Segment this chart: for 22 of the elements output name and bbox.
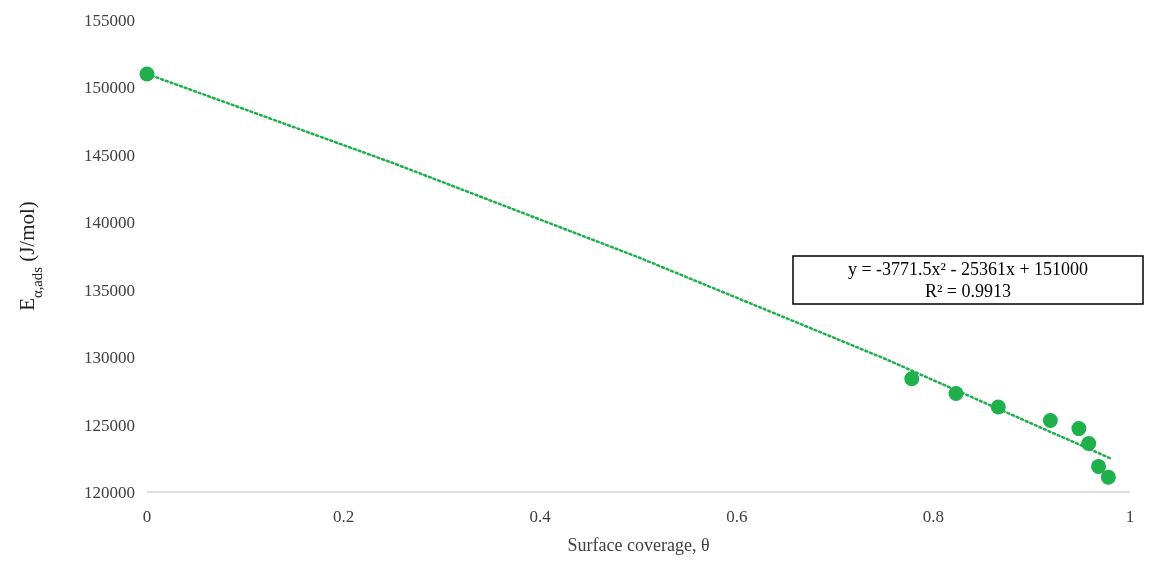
x-tick-label: 0	[142, 507, 152, 526]
x-tick-label: 0.4	[529, 507, 552, 526]
y-tick-label: 135000	[84, 280, 135, 300]
x-axis-title: Surface coverage, θ	[567, 535, 710, 555]
point	[1071, 421, 1087, 437]
x-tick-label: 0.8	[922, 507, 945, 526]
y-tick-label: 125000	[84, 415, 135, 435]
y-tick-label: 145000	[84, 145, 135, 165]
annotation: y = -3771.5x² - 25361x + 151000 R² = 0.9913	[847, 259, 1089, 301]
y-tick-label: 140000	[84, 213, 135, 233]
point	[1100, 469, 1116, 485]
point	[904, 371, 920, 387]
x-tick-label: 0.6	[726, 507, 748, 526]
y-tick-label: 150000	[84, 78, 135, 98]
equation-box: y = -3771.5x² - 25361x + 151000 R² = 0.9913	[792, 255, 1144, 305]
point	[1042, 413, 1058, 429]
x-tick-label: 1	[1125, 507, 1135, 526]
y-tick-label: 120000	[84, 482, 135, 502]
x-tick-label: 0.2	[332, 507, 355, 526]
y-tick-label: 155000	[84, 10, 135, 30]
point	[1091, 458, 1107, 474]
y-tick-label: 130000	[84, 348, 135, 368]
